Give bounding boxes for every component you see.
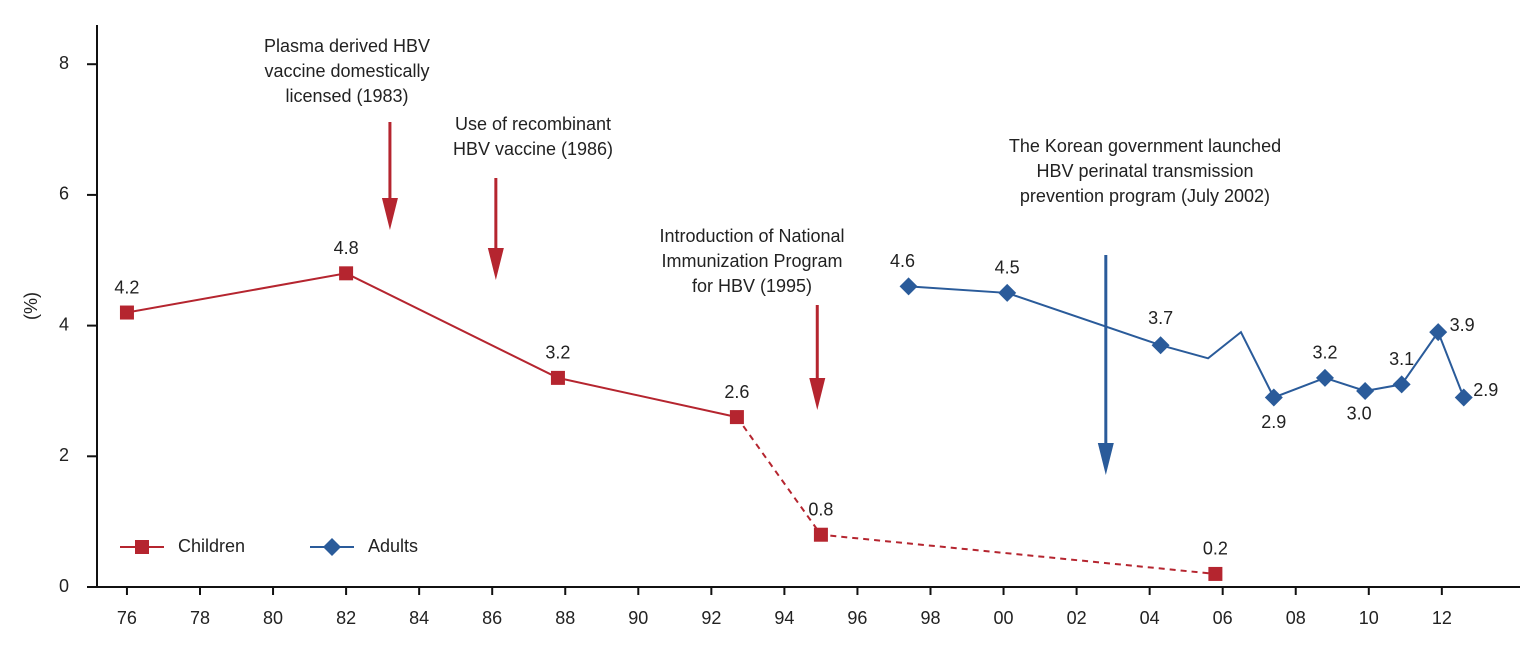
x-tick-label: 06 — [1213, 608, 1233, 628]
annotation-text: HBV vaccine (1986) — [453, 139, 613, 159]
x-tick-label: 90 — [628, 608, 648, 628]
annotation-text: vaccine domestically — [264, 61, 429, 81]
x-tick-label: 12 — [1432, 608, 1452, 628]
annotation-arrowhead — [809, 378, 826, 410]
annotation-text: The Korean government launched — [1009, 136, 1281, 156]
x-tick-label: 88 — [555, 608, 575, 628]
x-tick-label: 08 — [1286, 608, 1306, 628]
series-line — [736, 416, 1216, 575]
annotation-arrowhead — [381, 198, 398, 230]
data-point — [119, 305, 134, 320]
annotation-text: licensed (1983) — [285, 86, 408, 106]
x-tick-label: 98 — [920, 608, 940, 628]
annotation-text: Immunization Program — [661, 251, 842, 271]
data-label: 4.2 — [114, 277, 139, 297]
data-point — [899, 277, 918, 296]
data-point — [813, 527, 828, 542]
data-point — [1208, 566, 1223, 581]
data-label: 2.6 — [724, 382, 749, 402]
x-tick-label: 92 — [701, 608, 721, 628]
x-tick-label: 00 — [994, 608, 1014, 628]
data-label: 3.7 — [1148, 308, 1173, 328]
x-tick-label: 04 — [1140, 608, 1160, 628]
data-point — [729, 410, 744, 425]
legend-label: Adults — [368, 536, 418, 556]
legend-marker — [323, 538, 341, 556]
data-point — [550, 370, 565, 385]
legend-marker — [135, 540, 149, 554]
data-point — [1264, 388, 1283, 407]
data-label: 4.6 — [890, 251, 915, 271]
data-label: 4.5 — [995, 258, 1020, 278]
x-tick-label: 78 — [190, 608, 210, 628]
x-tick-label: 82 — [336, 608, 356, 628]
data-label: 3.2 — [545, 343, 570, 363]
data-label: 3.1 — [1389, 349, 1414, 369]
x-tick-label: 84 — [409, 608, 429, 628]
x-tick-label: 10 — [1359, 608, 1379, 628]
annotation-text: HBV perinatal transmission — [1036, 161, 1253, 181]
y-axis-label: (%) — [21, 292, 41, 320]
data-point — [1392, 375, 1411, 394]
data-label: 3.2 — [1312, 343, 1337, 363]
data-point — [1151, 336, 1170, 355]
annotation-text: prevention program (July 2002) — [1020, 186, 1270, 206]
x-tick-label: 94 — [774, 608, 794, 628]
x-tick-label: 02 — [1067, 608, 1087, 628]
y-tick-label: 2 — [59, 445, 69, 465]
data-label: 2.9 — [1473, 380, 1498, 400]
y-tick-label: 0 — [59, 576, 69, 596]
data-label: 3.9 — [1450, 315, 1475, 335]
annotation-arrowhead — [487, 248, 504, 280]
data-label: 0.8 — [808, 499, 833, 519]
data-point — [998, 283, 1017, 302]
legend-label: Children — [178, 536, 245, 556]
annotation-text: Use of recombinant — [455, 114, 611, 134]
data-point — [1315, 368, 1334, 387]
annotation-text: Introduction of National — [659, 226, 844, 246]
x-tick-label: 96 — [847, 608, 867, 628]
data-point — [1454, 388, 1473, 407]
data-point — [1356, 381, 1375, 400]
annotation-text: for HBV (1995) — [692, 276, 812, 296]
y-tick-label: 4 — [59, 314, 69, 334]
y-tick-label: 6 — [59, 184, 69, 204]
annotation-arrowhead — [1097, 443, 1114, 475]
y-tick-label: 8 — [59, 53, 69, 73]
data-label: 0.2 — [1203, 539, 1228, 559]
series-line — [126, 272, 738, 419]
series-line — [908, 285, 1465, 399]
data-point — [1429, 323, 1448, 342]
data-label: 3.0 — [1347, 404, 1372, 424]
data-label: 2.9 — [1261, 412, 1286, 432]
x-tick-label: 80 — [263, 608, 283, 628]
x-tick-label: 86 — [482, 608, 502, 628]
x-tick-label: 76 — [117, 608, 137, 628]
data-label: 4.8 — [334, 238, 359, 258]
annotation-text: Plasma derived HBV — [264, 36, 430, 56]
data-point — [339, 266, 354, 281]
